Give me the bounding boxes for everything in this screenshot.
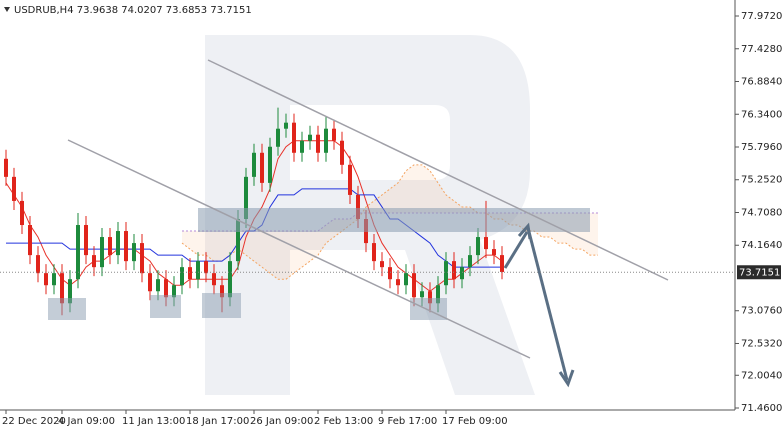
candle-body [116,231,120,256]
candle-body [300,140,304,153]
candle-body [236,218,240,262]
candle-body [460,267,464,280]
candle-body [196,261,200,280]
x-tick-label: 9 Feb 17:00 [378,416,437,427]
candle-body [156,279,160,292]
y-tick-label: 77.4280 [741,44,782,55]
y-tick-label: 71.4600 [741,403,782,414]
y-tick-label: 77.9720 [741,11,782,22]
channel-line [67,139,531,359]
candle-body [468,255,472,268]
x-tick-label: 2 Feb 13:00 [314,416,373,427]
candle-body [420,291,424,298]
candle-body [412,273,416,298]
candle-body [36,255,40,274]
candle-body [316,134,320,153]
candle-body [388,267,392,280]
support-box [48,298,86,320]
candle-body [492,249,496,256]
candle-body [260,152,264,183]
candle-body [340,140,344,165]
candle-body [380,261,384,268]
candle-body [244,176,248,219]
candle-body [292,122,296,153]
candle-body [372,243,376,262]
candle-body [28,225,32,256]
candle-body [404,273,408,286]
candle-body [396,279,400,286]
candle-body [12,176,16,201]
candle-body [148,273,152,292]
x-tick-label: 11 Jan 13:00 [122,416,185,427]
candle-body [164,279,168,298]
support-box [150,295,181,318]
candle-body [84,225,88,256]
candle-body [428,291,432,304]
y-tick-label: 76.3400 [741,109,782,120]
candle-body [228,261,232,298]
candle-body [452,261,456,280]
support-box [202,293,241,318]
candle-body [20,200,24,226]
candle-body [220,285,224,298]
candle-body [484,237,488,250]
y-tick-label: 73.0760 [741,306,782,317]
candle-body [180,267,184,286]
y-tick-label: 74.7080 [741,207,782,218]
channel-line [207,59,669,281]
menu-icon [4,7,10,12]
candle-body [284,122,288,129]
candle-body [476,237,480,256]
candle-body [332,128,336,141]
candle-body [212,273,216,286]
x-tick-label: 4 Jan 09:00 [58,416,115,427]
last-price-box [737,265,781,280]
y-tick-label: 74.1640 [741,240,782,251]
x-tick-label: 22 Dec 2020 [2,416,66,427]
candle-body [108,237,112,256]
y-tick-label: 75.7960 [741,142,782,153]
candle-body [92,255,96,268]
candle-body [252,152,256,177]
candle-body [276,128,280,147]
candle-body [68,279,72,304]
candle-body [204,261,208,274]
candle-body [140,243,144,274]
x-tick-label: 17 Feb 09:00 [442,416,508,427]
candle-body [308,134,312,141]
forecast-arrows [503,222,575,388]
candle-body [60,273,64,304]
candle-body [436,285,440,304]
candle-body [324,128,328,153]
candle-body [500,255,504,272]
x-tick-label: 18 Jan 17:00 [186,416,249,427]
candle-body [52,273,56,286]
y-tick-label: 75.2520 [741,175,782,186]
y-tick-label: 72.5320 [741,338,782,349]
candle-body [188,267,192,280]
candle-body [76,225,80,280]
cloud-fill [182,164,598,280]
candle-body [268,146,272,183]
candle-body [356,194,360,219]
candle-body [4,158,8,177]
x-tick-label: 26 Jan 09:00 [250,416,313,427]
y-tick-label: 72.0040 [741,370,782,381]
candle-body [172,285,176,298]
chart-title: USDRUB,H4 73.9638 74.0207 73.6853 73.715… [14,5,252,16]
candle-body [44,273,48,286]
candle-body [444,261,448,286]
candle-body [132,243,136,262]
candle-body [124,231,128,262]
candle-body [100,237,104,268]
last-price-label: 73.7151 [739,267,780,278]
y-tick-label: 76.8840 [741,77,782,88]
candle-body [348,164,352,195]
